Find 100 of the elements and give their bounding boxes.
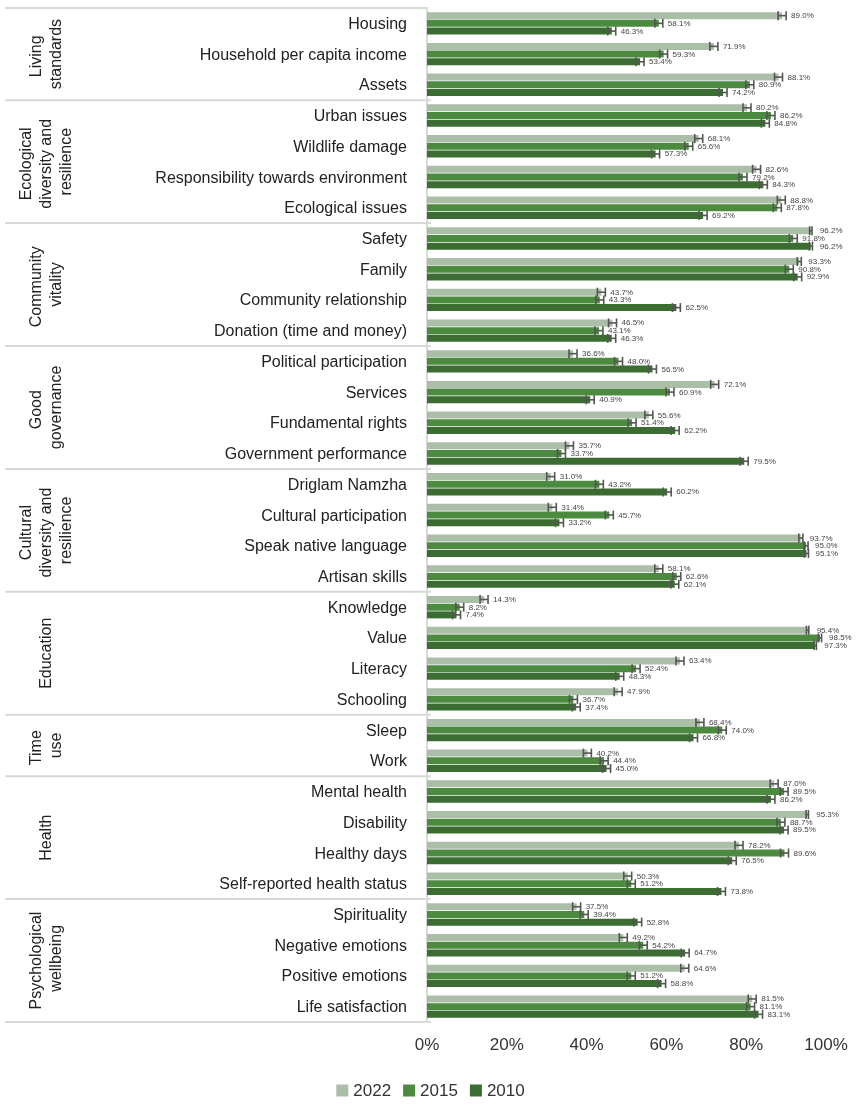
data-label: 74.2% [732, 88, 755, 98]
y-tick-label: Urban issues [313, 107, 407, 125]
data-label: 36.7% [582, 694, 606, 704]
data-label: 89.6% [793, 848, 817, 858]
data-label: 52.4% [645, 664, 668, 674]
data-label: 90.8% [798, 264, 821, 274]
data-label: 43.3% [608, 295, 632, 305]
data-label: 59.3% [672, 49, 696, 59]
y-tick-label: Work [369, 752, 408, 770]
y-tick-label: Self-reported health status [219, 875, 407, 893]
y-tick-label: Driglam Namzha [287, 475, 408, 493]
data-label: 64.6% [693, 963, 717, 973]
data-label: 51.4% [641, 418, 664, 428]
data-label: 43.1% [607, 326, 631, 336]
data-label: 44.4% [613, 756, 636, 766]
text: Time use [26, 725, 64, 766]
data-label: 45.7% [618, 510, 642, 520]
y-tick-label: Services [345, 383, 407, 401]
data-label: 92.9% [806, 272, 830, 282]
data-label: 69.2% [712, 210, 735, 220]
data-label: 95.3% [816, 810, 839, 820]
data-label: 56.5% [661, 364, 685, 374]
x-tick-label: 80% [729, 1035, 764, 1054]
data-label: 89.5% [793, 787, 816, 797]
data-label: 35.7% [578, 441, 602, 451]
y-tick-label: Family [359, 260, 407, 278]
data-label: 86.2% [779, 111, 803, 121]
y-tick-label: Donation (time and money) [214, 322, 407, 340]
y-tick-label: Spirituality [333, 905, 407, 923]
data-label: 46.5% [621, 318, 645, 328]
data-label: 95.0% [815, 541, 838, 551]
data-label: 58.8% [670, 979, 694, 989]
data-label: 37.4% [585, 702, 608, 712]
data-label: 40.9% [599, 395, 622, 405]
y-tick-label: Negative emotions [274, 936, 407, 954]
data-label: 91.8% [802, 233, 825, 243]
data-label: 97.3% [824, 641, 847, 651]
data-label: 68.4% [708, 717, 732, 727]
data-label: 83.1% [767, 1009, 791, 1019]
data-label: 47.9% [627, 687, 650, 697]
data-label: 80.9% [758, 80, 782, 90]
y-tick-label: Assets [358, 76, 407, 94]
y-tick-label: Household per capita income [199, 45, 408, 63]
data-label: 57.3% [664, 149, 688, 159]
y-tick-label: Political participation [261, 352, 407, 370]
y-tick-label: Cultural participation [261, 506, 407, 524]
data-label: 64.7% [694, 948, 717, 958]
x-tick-label: 60% [649, 1035, 684, 1054]
y-tick-label: Disability [342, 813, 407, 831]
y-tick-label: Government performance [224, 445, 408, 463]
data-label: 96.2% [819, 226, 843, 236]
data-label: 86.2% [779, 794, 803, 804]
data-label: 87.8% [786, 203, 810, 213]
data-label: 95.4% [816, 625, 840, 635]
data-label: 68.1% [707, 134, 731, 144]
data-label: 88.1% [787, 72, 811, 82]
data-label: 93.7% [809, 533, 833, 543]
y-tick-label: Fundamental rights [270, 414, 407, 432]
y-tick-label: Responsibility towards environment [155, 168, 408, 186]
data-label: 43.7% [610, 287, 634, 297]
data-label: 80.2% [756, 103, 779, 113]
text: Cultural diversity and resilience [16, 483, 74, 578]
data-label: 84.3% [772, 180, 796, 190]
data-label: 33.2% [568, 518, 592, 528]
data-label: 62.5% [685, 303, 709, 313]
y-tick-label: Ecological issues [284, 199, 407, 217]
y-tick-label: Healthy days [314, 844, 407, 862]
data-label: 84.8% [774, 118, 798, 128]
text: Living standards [26, 18, 64, 90]
data-label: 65.6% [697, 141, 721, 151]
data-label: 39.4% [593, 909, 616, 919]
data-label: 88.7% [789, 817, 813, 827]
text: Ecological diversity and resilience [16, 114, 74, 209]
data-label: 81.1% [759, 1002, 783, 1012]
data-label: 7.4% [465, 610, 484, 620]
data-label: 96.2% [819, 241, 843, 251]
data-label: 66.8% [702, 733, 726, 743]
data-label: 45.0% [615, 764, 639, 774]
data-label: 33.7% [570, 449, 594, 459]
y-tick-label: Speak native language [244, 537, 408, 555]
data-label: 76.5% [741, 856, 764, 866]
y-tick-label: Schooling [336, 690, 407, 708]
data-label: 71.9% [722, 41, 746, 51]
data-label: 55.6% [657, 410, 681, 420]
data-label: 78.2% [748, 840, 771, 850]
data-label: 36.6% [582, 349, 605, 359]
legend-label: 2010 [486, 1081, 525, 1100]
text: Good governance [26, 365, 64, 450]
data-label: 37.5% [585, 902, 609, 912]
data-label: 82.6% [765, 164, 789, 174]
y-tick-label: Value [367, 629, 408, 647]
text: Community vitality [26, 241, 64, 328]
legend-label: 2015 [420, 1081, 458, 1100]
data-label: 14.3% [493, 594, 516, 604]
y-tick-label: Positive emotions [281, 967, 407, 985]
text: Health [36, 814, 54, 861]
y-tick-label: Housing [348, 14, 407, 32]
data-label: 43.2% [608, 479, 632, 489]
data-label: 95.1% [815, 548, 839, 558]
data-label: 51.2% [640, 879, 663, 889]
